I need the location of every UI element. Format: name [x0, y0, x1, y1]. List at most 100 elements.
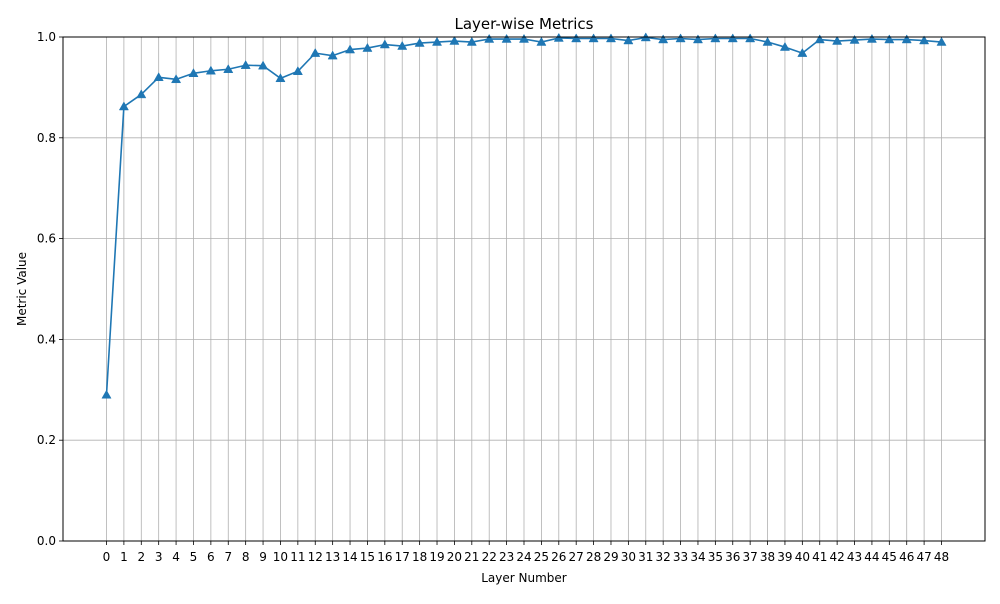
- data-point-marker: [275, 73, 286, 83]
- data-point-marker: [901, 34, 912, 44]
- x-tick-label: 28: [586, 550, 601, 564]
- x-tick-label: 0: [103, 550, 111, 564]
- data-point-marker: [310, 48, 321, 57]
- x-tick-label: 23: [499, 550, 514, 564]
- data-point-marker: [362, 42, 373, 52]
- data-point-marker: [745, 33, 756, 43]
- x-tick-label: 11: [290, 550, 305, 564]
- data-point-marker: [623, 35, 634, 45]
- x-tick-label: 6: [207, 550, 215, 564]
- y-axis-label: Metric Value: [15, 252, 29, 326]
- data-point-marker: [118, 101, 129, 111]
- data-point-marker: [797, 48, 808, 57]
- data-point-marker: [518, 33, 530, 43]
- data-point-marker: [536, 36, 547, 46]
- x-tick-label: 20: [447, 550, 462, 564]
- y-tick-label: 0.0: [37, 534, 56, 548]
- x-tick-label: 38: [760, 550, 775, 564]
- data-point-marker: [153, 72, 164, 82]
- x-tick-label: 9: [259, 550, 267, 564]
- x-tick-label: 16: [377, 550, 392, 564]
- x-tick-label: 22: [482, 550, 497, 564]
- data-point-marker: [884, 34, 895, 44]
- x-tick-label: 4: [172, 550, 180, 564]
- x-tick-label: 45: [882, 550, 897, 564]
- x-tick-label: 1: [120, 550, 128, 564]
- x-tick-label: 14: [342, 550, 357, 564]
- x-tick-label: 25: [534, 550, 549, 564]
- x-tick-label: 10: [273, 550, 288, 564]
- data-point-marker: [205, 65, 216, 75]
- data-point-marker: [571, 33, 582, 43]
- x-tick-label: 46: [899, 550, 914, 564]
- data-point-marker: [258, 60, 269, 70]
- data-point-marker: [919, 35, 930, 45]
- data-point-marker: [292, 66, 303, 75]
- x-tick-label: 31: [638, 550, 653, 564]
- data-point-marker: [710, 33, 721, 43]
- data-point-marker: [466, 36, 477, 46]
- data-point-marker: [449, 35, 460, 45]
- x-tick-label: 26: [551, 550, 566, 564]
- x-tick-label: 47: [916, 550, 931, 564]
- x-tick-label: 35: [708, 550, 723, 564]
- x-tick-label: 19: [429, 550, 444, 564]
- x-tick-label: 17: [395, 550, 410, 564]
- data-point-marker: [762, 36, 773, 46]
- data-point-marker: [832, 35, 843, 45]
- y-tick-label: 0.6: [37, 232, 56, 246]
- data-point-marker: [849, 34, 860, 44]
- x-tick-label: 33: [673, 550, 688, 564]
- x-tick-label: 30: [621, 550, 636, 564]
- data-point-marker: [101, 389, 112, 399]
- x-tick-label: 40: [795, 550, 810, 564]
- x-tick-label: 5: [190, 550, 198, 564]
- x-tick-label: 36: [725, 550, 740, 564]
- y-tick-label: 1.0: [37, 30, 56, 44]
- x-tick-label: 15: [360, 550, 375, 564]
- x-tick-label: 41: [812, 550, 827, 564]
- x-tick-label: 44: [864, 550, 879, 564]
- data-point-marker: [675, 33, 686, 43]
- x-tick-label: 2: [137, 550, 145, 564]
- y-axis-ticks: 0.0 0.2 0.4 0.6 0.8 1.0: [37, 30, 63, 548]
- data-point-marker: [814, 34, 825, 44]
- grid-lines: [63, 36, 985, 542]
- data-point-marker: [779, 41, 790, 51]
- data-point-marker: [866, 33, 877, 43]
- y-tick-label: 0.2: [37, 433, 56, 447]
- y-tick-label: 0.4: [37, 332, 56, 346]
- data-point-marker: [379, 39, 390, 49]
- x-tick-label: 7: [224, 550, 232, 564]
- x-tick-label: 39: [777, 550, 792, 564]
- data-point-marker: [936, 36, 947, 46]
- data-point-marker: [240, 60, 251, 69]
- data-point-marker: [345, 44, 356, 54]
- x-tick-label: 42: [829, 550, 844, 564]
- data-point-marker: [414, 37, 425, 47]
- data-point-marker: [727, 33, 738, 43]
- x-axis-label: Layer Number: [481, 571, 567, 585]
- data-point-marker: [692, 34, 703, 44]
- x-tick-label: 21: [464, 550, 479, 564]
- x-axis-ticks: 0 1 2 3 4 5 6 7 8 9 10 11 12 13 14 15 16 17 18 19 20 21 22 23 24…: [103, 541, 949, 564]
- x-tick-label: 32: [656, 550, 671, 564]
- data-point-marker: [171, 74, 182, 84]
- x-tick-label: 13: [325, 550, 340, 564]
- data-point-marker: [223, 64, 234, 73]
- x-tick-label: 29: [603, 550, 618, 564]
- x-tick-label: 34: [690, 550, 705, 564]
- x-tick-label: 43: [847, 550, 862, 564]
- data-point-marker: [588, 33, 599, 43]
- data-point-marker: [501, 33, 512, 43]
- data-point-marker: [484, 33, 495, 43]
- x-tick-label: 12: [308, 550, 323, 564]
- data-point-marker: [605, 33, 617, 43]
- data-point-marker: [658, 34, 669, 44]
- x-tick-label: 37: [743, 550, 758, 564]
- data-point-marker: [397, 40, 408, 50]
- data-point-marker: [431, 36, 443, 46]
- chart-title: Layer-wise Metrics: [455, 15, 594, 33]
